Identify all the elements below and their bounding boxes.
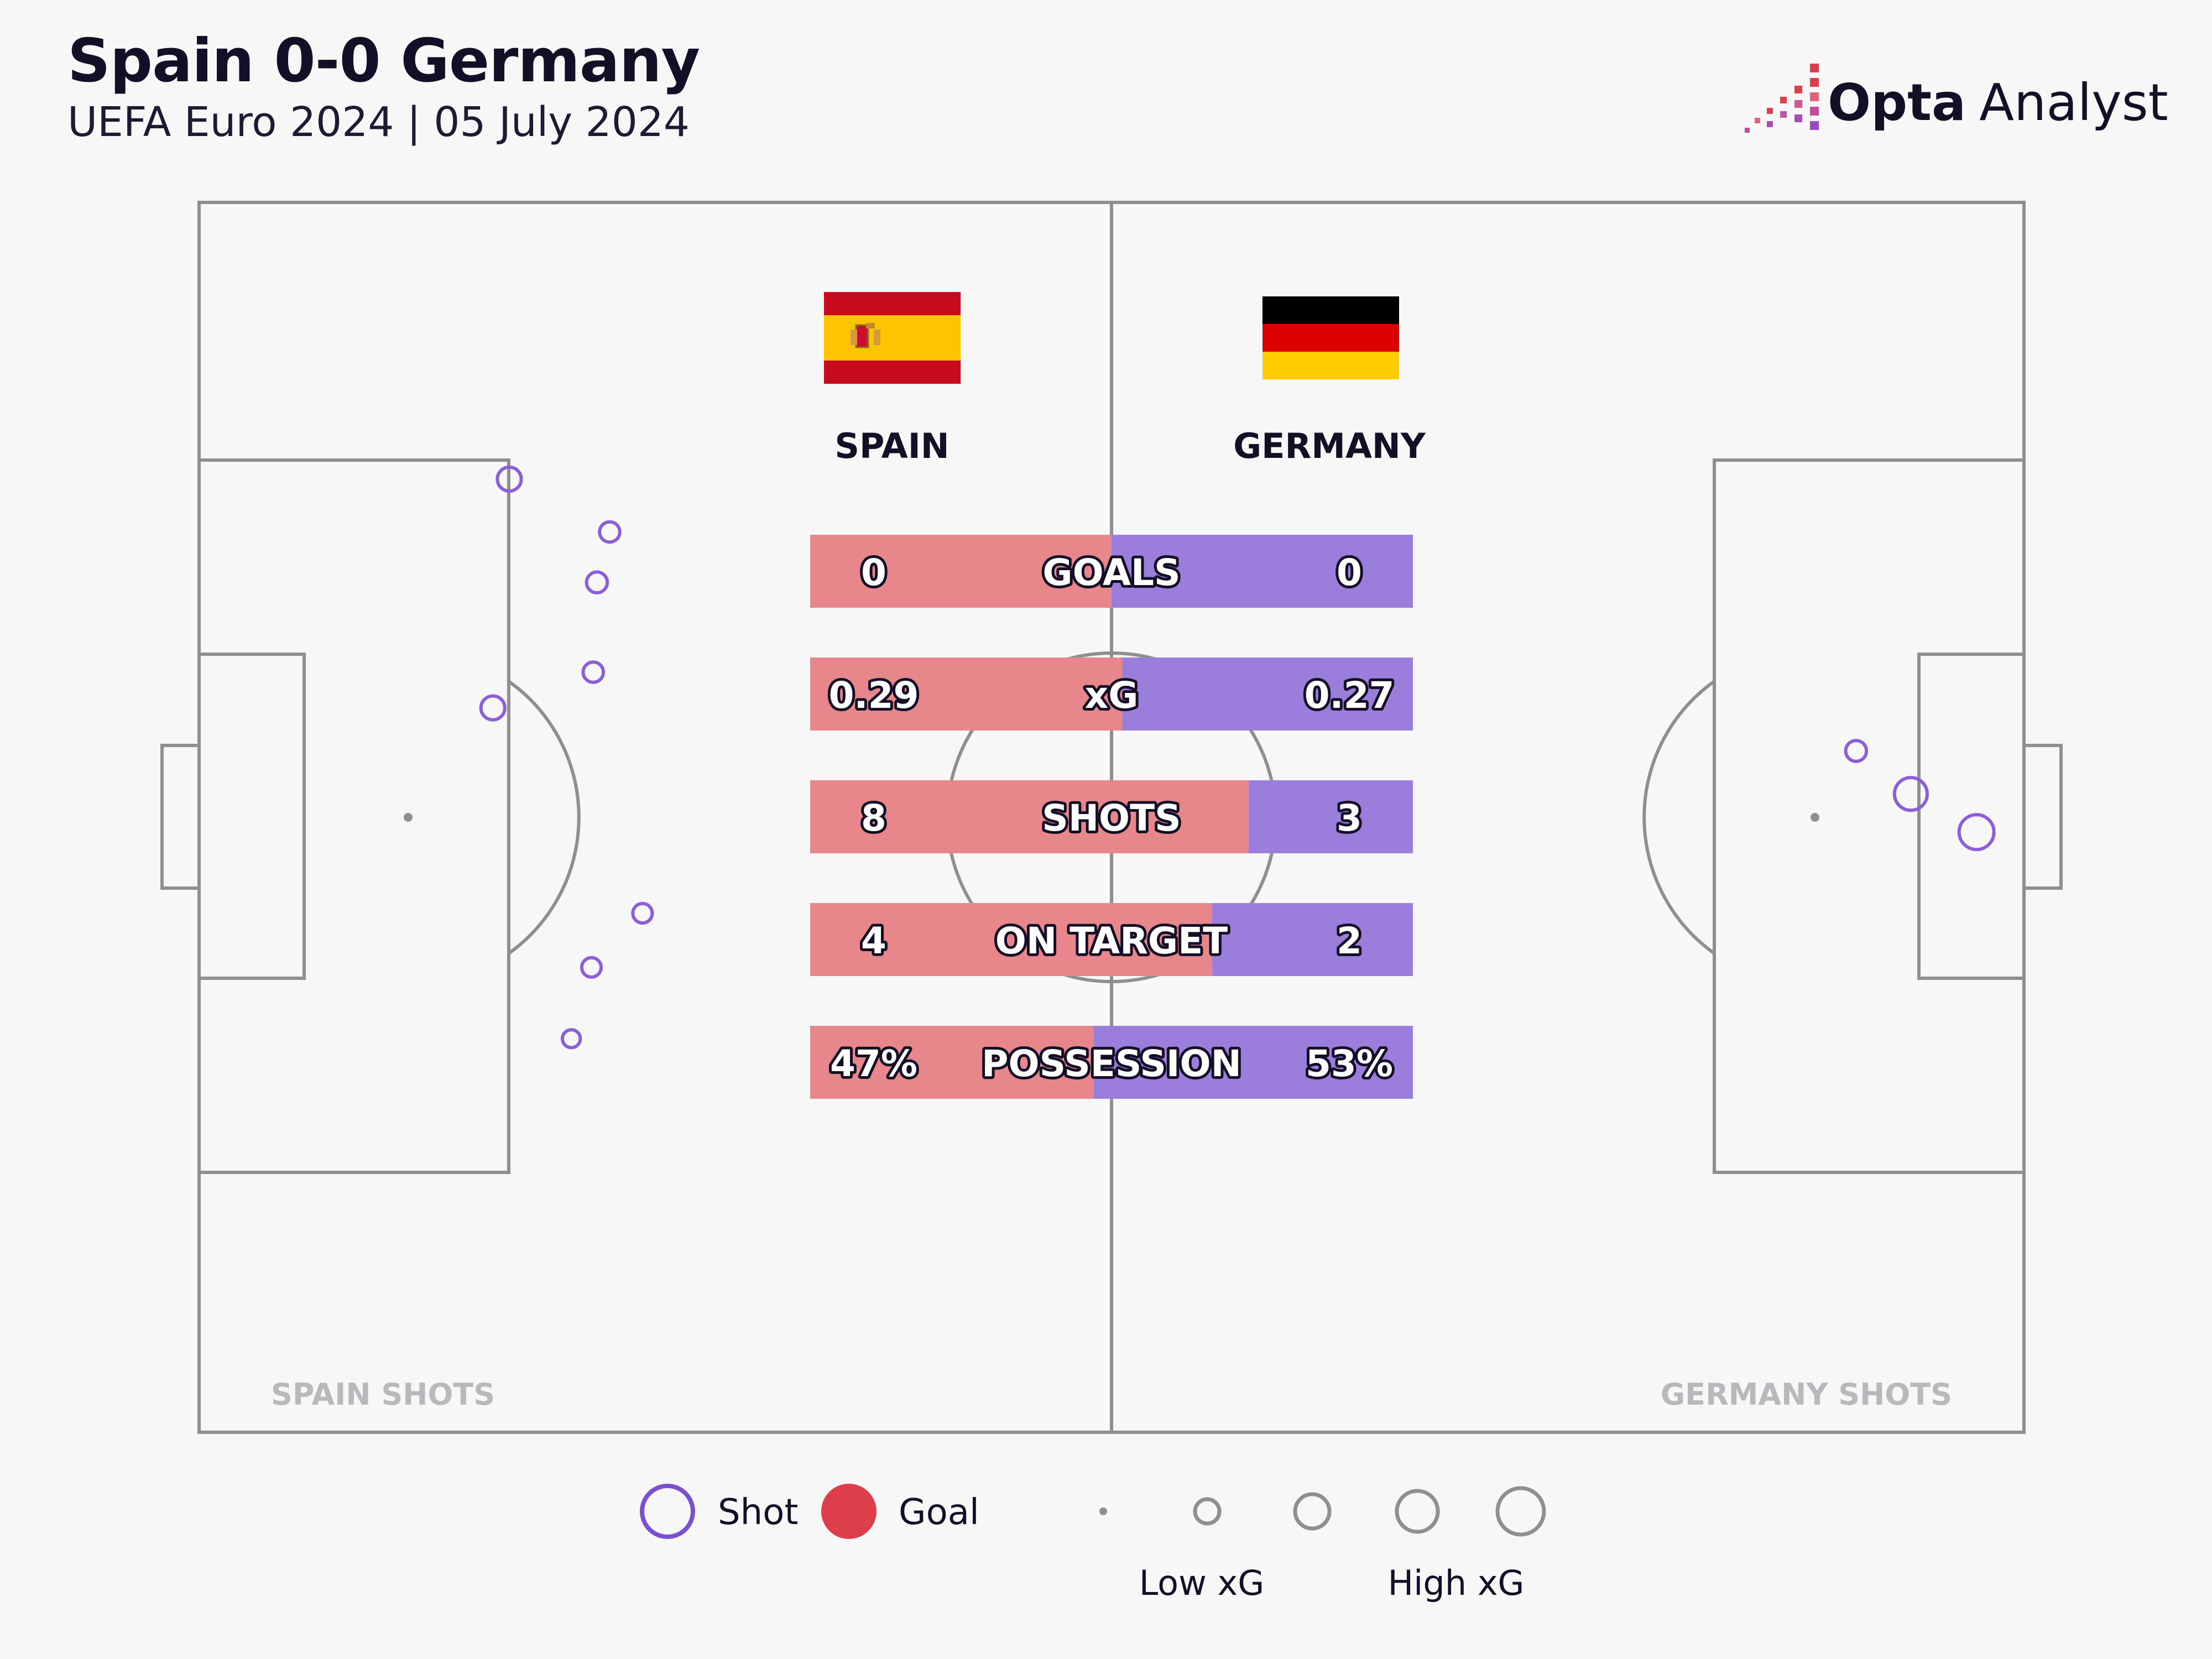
away-stat-value: 3 xyxy=(1337,797,1362,839)
spain-flag xyxy=(824,292,961,384)
stat-row: 47% POSSESSION 53% xyxy=(810,1026,1413,1099)
away-stat-bar xyxy=(1112,535,1413,608)
left-six-yard-box xyxy=(197,653,306,980)
away-stat-bar xyxy=(1093,1026,1413,1099)
home-stat-bar xyxy=(810,1026,1094,1099)
shot-marker xyxy=(585,570,609,594)
shot-marker xyxy=(560,1028,582,1050)
legend-size-xl xyxy=(1495,1486,1546,1537)
stat-row: 8 SHOTS 3 xyxy=(810,780,1413,853)
legend-size-m xyxy=(1293,1492,1332,1531)
home-stat-bar xyxy=(810,658,1123,731)
away-stat-value: 53% xyxy=(1306,1042,1393,1085)
left-goal xyxy=(160,744,201,890)
right-penalty-spot xyxy=(1811,813,1819,822)
away-stat-bar xyxy=(1122,658,1413,731)
away-shots-label: GERMANY SHOTS xyxy=(1661,1377,1952,1412)
home-shots-label: SPAIN SHOTS xyxy=(271,1377,495,1412)
legend: Shot Goal Low xG High xG xyxy=(640,1484,1546,1603)
shot-marker xyxy=(1957,813,1996,852)
stat-row: 4 ON TARGET 2 xyxy=(810,903,1413,976)
left-penalty-box xyxy=(197,458,510,1174)
stats-layer: 0 GOALS 0 0.29 xG 0.27 8 SHOTS 3 4 ON TARGET 2 47% PO… xyxy=(810,535,1413,1099)
home-stat-bar xyxy=(810,535,1112,608)
home-stat-value: 8 xyxy=(861,797,886,839)
legend-shot-marker xyxy=(640,1484,695,1539)
away-stat-bar xyxy=(1212,903,1413,976)
chart-subtitle: UEFA Euro 2024 | 05 July 2024 xyxy=(67,98,690,146)
right-penalty-arc xyxy=(1642,680,1715,955)
brand-logo: Opta Analyst xyxy=(1745,64,2168,141)
legend-high-xg-label: High xG xyxy=(1388,1563,1525,1603)
shot-marker xyxy=(580,956,603,979)
left-penalty-arc xyxy=(508,680,581,955)
home-team-name: SPAIN xyxy=(834,426,949,466)
opta-logo-icon xyxy=(1745,64,1819,133)
chart-title: Spain 0-0 Germany xyxy=(67,27,700,96)
stat-label: POSSESSION xyxy=(982,1042,1241,1085)
home-stat-value: 0 xyxy=(861,551,886,594)
legend-size-l xyxy=(1395,1489,1440,1534)
shot-marker xyxy=(479,694,507,722)
shot-marker xyxy=(581,660,606,684)
shot-marker xyxy=(631,901,654,925)
home-stat-value: 0.29 xyxy=(829,674,919,717)
stat-label: ON TARGET xyxy=(995,920,1228,962)
home-stat-value: 47% xyxy=(830,1042,917,1085)
shots-layer xyxy=(479,465,1996,1050)
shot-marker xyxy=(598,520,622,544)
away-stat-value: 0 xyxy=(1337,551,1362,594)
pitch-lines xyxy=(160,201,2063,1434)
away-stat-bar xyxy=(1248,780,1413,853)
stat-row: 0.29 xG 0.27 xyxy=(810,658,1413,731)
shot-marker xyxy=(1892,776,1929,812)
stat-label: GOALS xyxy=(1042,551,1180,594)
legend-shot-label: Shot xyxy=(718,1492,798,1533)
shot-marker xyxy=(1844,739,1869,763)
left-penalty-spot xyxy=(404,813,413,822)
legend-size-s xyxy=(1193,1497,1222,1526)
away-stat-value: 2 xyxy=(1337,920,1362,962)
home-stat-value: 4 xyxy=(861,920,886,962)
legend-goal-label: Goal xyxy=(899,1492,979,1533)
stat-row: 0 GOALS 0 xyxy=(810,535,1413,608)
brand-suffix: Analyst xyxy=(1979,72,2168,132)
legend-goal-marker xyxy=(821,1484,877,1539)
away-team-name: GERMANY xyxy=(1233,426,1426,466)
brand-name: Opta xyxy=(1828,72,1966,132)
legend-size-xs xyxy=(1099,1507,1107,1515)
away-stat-value: 0.27 xyxy=(1305,674,1395,717)
home-stat-bar xyxy=(810,780,1249,853)
stat-label: SHOTS xyxy=(1042,797,1181,839)
legend-low-xg-label: Low xG xyxy=(1139,1563,1265,1603)
home-stat-bar xyxy=(810,903,1212,976)
stat-label: xG xyxy=(1085,674,1139,717)
shot-marker xyxy=(495,465,523,493)
right-goal xyxy=(2022,744,2063,890)
germany-flag xyxy=(1262,296,1399,379)
